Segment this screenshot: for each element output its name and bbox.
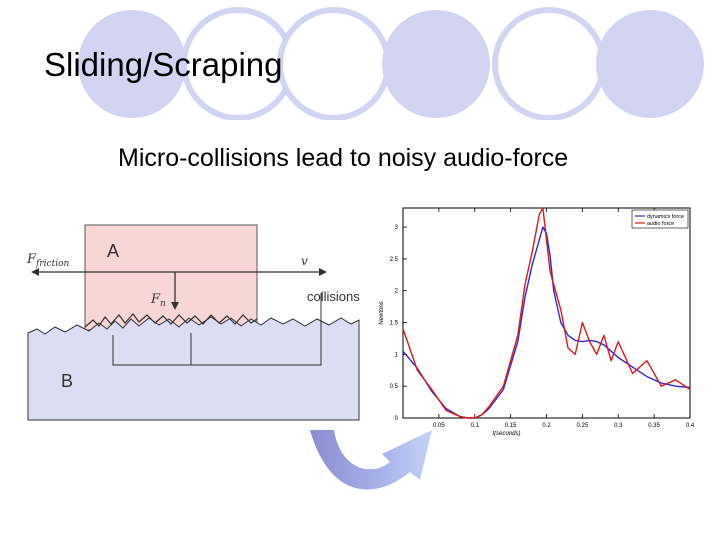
series-line-dynamics-force bbox=[402, 226, 691, 419]
chart-axes: 0 0.5 1 1.5 2 2.5 3 0.05 0.1 0.15 0.2 0.25 0.3 0.35 0.… bbox=[379, 207, 695, 437]
deco-circle bbox=[596, 10, 704, 118]
friction-arrowhead bbox=[31, 268, 39, 276]
x-tick-label: 0.4 bbox=[686, 423, 695, 429]
curved-arrow-icon bbox=[310, 430, 432, 490]
deco-circle bbox=[277, 7, 391, 120]
legend-entry: audio force bbox=[647, 221, 674, 227]
y-tick-label: 1 bbox=[395, 352, 399, 358]
force-chart: 0 0.5 1 1.5 2 2.5 3 0.05 0.1 0.15 0.2 0.25 0.3 0.35 0.… bbox=[379, 207, 695, 437]
collisions-label: collisions bbox=[307, 289, 360, 304]
y-tick-label: 0.5 bbox=[390, 384, 399, 390]
y-tick-label: 0 bbox=[395, 416, 399, 422]
x-tick-label: 0.25 bbox=[577, 423, 589, 429]
x-tick-label: 0.2 bbox=[542, 423, 551, 429]
decorative-circles bbox=[78, 7, 704, 120]
block-b bbox=[27, 316, 360, 421]
legend-box bbox=[631, 209, 689, 229]
block-a bbox=[84, 224, 258, 331]
x-axis-label: t(seconds) bbox=[492, 431, 520, 437]
curved-arrow-shape bbox=[310, 430, 432, 490]
x-tick-label: 0.1 bbox=[471, 423, 480, 429]
friction-diagram: A B Ffriction v Fn collisions bbox=[26, 224, 360, 421]
deco-circle bbox=[382, 10, 490, 118]
slide-subtitle: Micro-collisions lead to noisy audio-for… bbox=[118, 144, 569, 172]
x-tick-label: 0.35 bbox=[648, 423, 660, 429]
block-b-label: B bbox=[61, 371, 73, 391]
velocity-label: v bbox=[301, 254, 308, 268]
collision-bracket bbox=[112, 293, 322, 366]
contact-roughness bbox=[84, 313, 258, 328]
y-tick-label: 2.5 bbox=[390, 257, 399, 263]
velocity-arrowhead bbox=[319, 268, 327, 276]
x-tick-label: 0.15 bbox=[505, 423, 517, 429]
friction-label: Ffriction bbox=[26, 252, 69, 269]
block-a-label: A bbox=[107, 241, 119, 261]
y-tick-label: 3 bbox=[395, 225, 399, 231]
chart-lines bbox=[402, 207, 691, 419]
normal-force-arrowhead bbox=[171, 302, 179, 310]
x-tick-label: 0.05 bbox=[433, 423, 445, 429]
normal-force-label: Fn bbox=[150, 292, 166, 309]
deco-circle bbox=[492, 7, 606, 120]
legend-entry: dynamics force bbox=[647, 214, 684, 220]
y-tick-label: 1.5 bbox=[390, 321, 399, 327]
x-tick-label: 0.3 bbox=[614, 423, 623, 429]
slide-title: Sliding/Scraping bbox=[44, 46, 283, 83]
y-tick-label: 2 bbox=[395, 289, 399, 295]
deco-circle bbox=[78, 10, 186, 118]
series-line-audio-force bbox=[402, 207, 691, 419]
y-axis-label: Newtons bbox=[379, 301, 385, 324]
